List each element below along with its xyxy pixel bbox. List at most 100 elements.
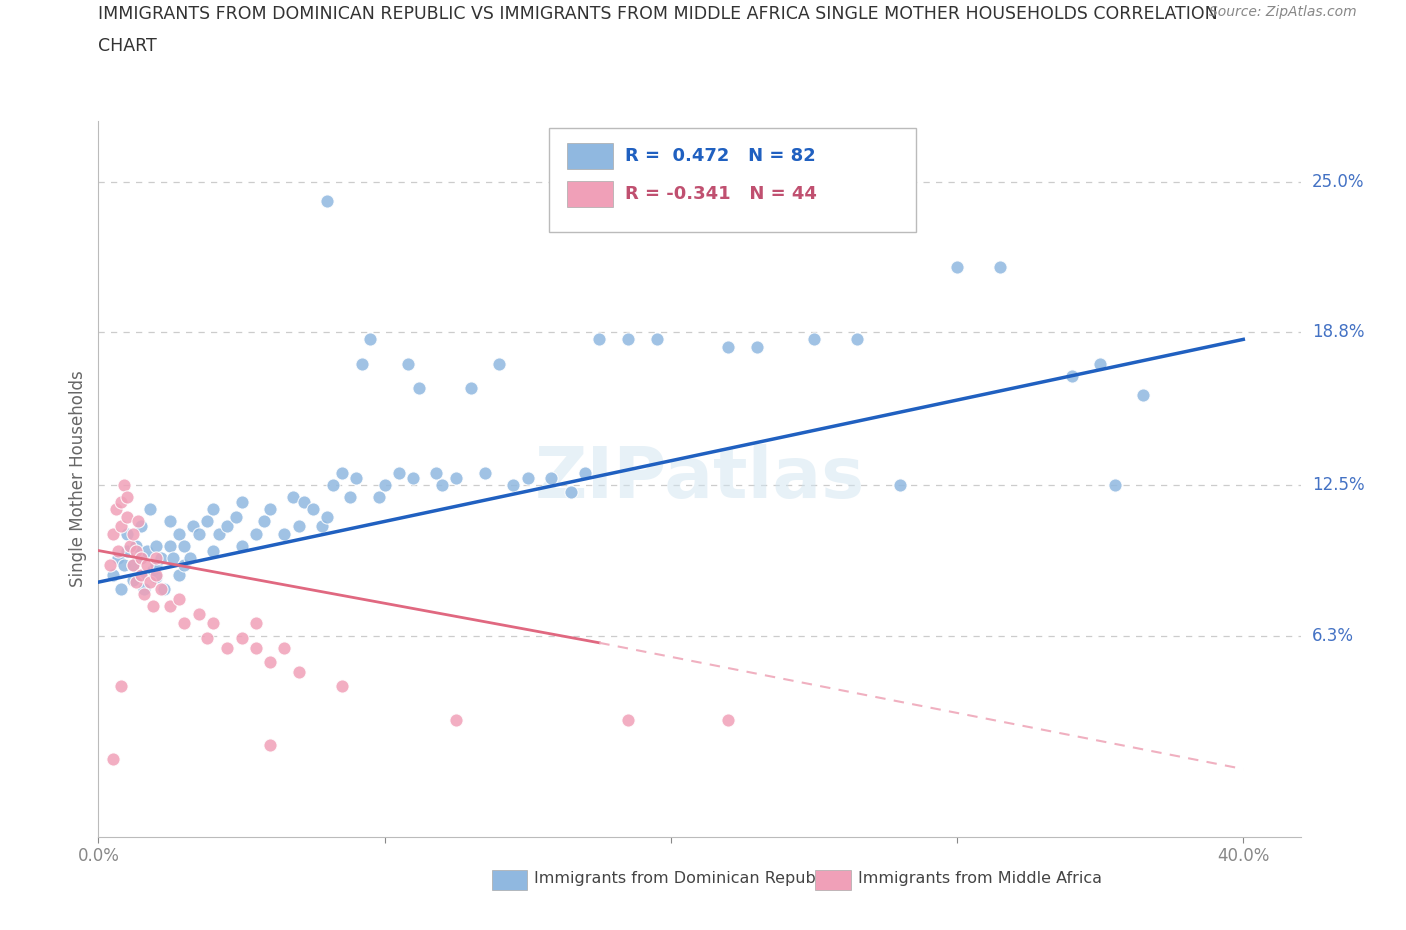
Point xyxy=(287,665,309,680)
Point xyxy=(402,471,425,485)
Point xyxy=(359,332,381,347)
Point xyxy=(142,563,165,578)
Point xyxy=(259,737,281,752)
Text: 12.5%: 12.5% xyxy=(1312,476,1364,494)
Point xyxy=(988,259,1011,274)
Point xyxy=(460,380,482,395)
Point xyxy=(322,478,344,493)
Point xyxy=(588,332,610,347)
Point xyxy=(107,543,129,558)
Point xyxy=(187,606,209,621)
Point xyxy=(110,519,132,534)
Point xyxy=(145,570,167,585)
Point xyxy=(124,575,146,590)
Point xyxy=(444,713,467,728)
Point xyxy=(131,567,153,582)
Bar xyxy=(567,143,613,169)
Point xyxy=(645,332,668,347)
Point xyxy=(1088,356,1111,371)
Point xyxy=(121,572,143,587)
Point xyxy=(145,551,167,565)
Point xyxy=(115,509,138,524)
Text: 18.8%: 18.8% xyxy=(1312,323,1364,341)
Point xyxy=(231,538,253,553)
Point xyxy=(311,519,333,534)
Point xyxy=(259,655,281,670)
Point xyxy=(1060,368,1083,383)
Point xyxy=(245,616,267,631)
Point xyxy=(430,478,453,493)
Point xyxy=(344,471,367,485)
Point xyxy=(139,502,162,517)
Point xyxy=(110,582,132,597)
Point xyxy=(287,519,309,534)
Point xyxy=(121,526,143,541)
Point xyxy=(167,567,190,582)
Point xyxy=(273,640,295,655)
Point xyxy=(179,551,201,565)
Point xyxy=(201,502,224,517)
Point xyxy=(425,465,447,480)
FancyBboxPatch shape xyxy=(550,128,915,232)
Point xyxy=(617,332,640,347)
Bar xyxy=(567,181,613,206)
Text: IMMIGRANTS FROM DOMINICAN REPUBLIC VS IMMIGRANTS FROM MIDDLE AFRICA SINGLE MOTHE: IMMIGRANTS FROM DOMINICAN REPUBLIC VS IM… xyxy=(98,5,1218,22)
Point xyxy=(153,582,176,597)
Point xyxy=(121,558,143,573)
Point xyxy=(231,631,253,645)
Point xyxy=(181,519,204,534)
Point xyxy=(131,551,153,565)
Point xyxy=(845,332,868,347)
Point xyxy=(803,332,825,347)
Point xyxy=(159,514,181,529)
Point xyxy=(139,575,162,590)
Point xyxy=(134,582,156,597)
Point xyxy=(98,558,121,573)
Point xyxy=(281,490,304,505)
Point xyxy=(408,380,430,395)
Point xyxy=(368,490,391,505)
Point xyxy=(574,465,596,480)
Point xyxy=(173,558,195,573)
Point xyxy=(136,558,159,573)
Text: 25.0%: 25.0% xyxy=(1312,173,1364,191)
Point xyxy=(195,514,218,529)
Point xyxy=(516,471,538,485)
Point xyxy=(115,526,138,541)
Y-axis label: Single Mother Households: Single Mother Households xyxy=(69,370,87,588)
Point xyxy=(115,543,138,558)
Point xyxy=(121,558,143,573)
Text: Source: ZipAtlas.com: Source: ZipAtlas.com xyxy=(1209,5,1357,19)
Point xyxy=(617,713,640,728)
Point xyxy=(101,567,124,582)
Point xyxy=(560,485,582,499)
Point xyxy=(128,514,150,529)
Point xyxy=(104,502,127,517)
Point xyxy=(745,339,768,354)
Point xyxy=(150,551,173,565)
Point xyxy=(330,465,353,480)
Point xyxy=(294,495,316,510)
Point xyxy=(131,519,153,534)
Point xyxy=(245,640,267,655)
Point xyxy=(101,526,124,541)
Point xyxy=(134,587,156,602)
Point xyxy=(374,478,396,493)
Point xyxy=(195,631,218,645)
Point xyxy=(159,538,181,553)
Point xyxy=(540,471,562,485)
Point xyxy=(316,193,339,208)
Text: 6.3%: 6.3% xyxy=(1312,627,1354,644)
Point xyxy=(187,526,209,541)
Point xyxy=(110,679,132,694)
Point xyxy=(245,526,267,541)
Point xyxy=(145,567,167,582)
Point xyxy=(217,519,239,534)
Point xyxy=(173,616,195,631)
Point xyxy=(217,640,239,655)
Point xyxy=(350,356,373,371)
Point xyxy=(150,582,173,597)
Point xyxy=(167,526,190,541)
Point xyxy=(118,538,141,553)
Point xyxy=(946,259,969,274)
